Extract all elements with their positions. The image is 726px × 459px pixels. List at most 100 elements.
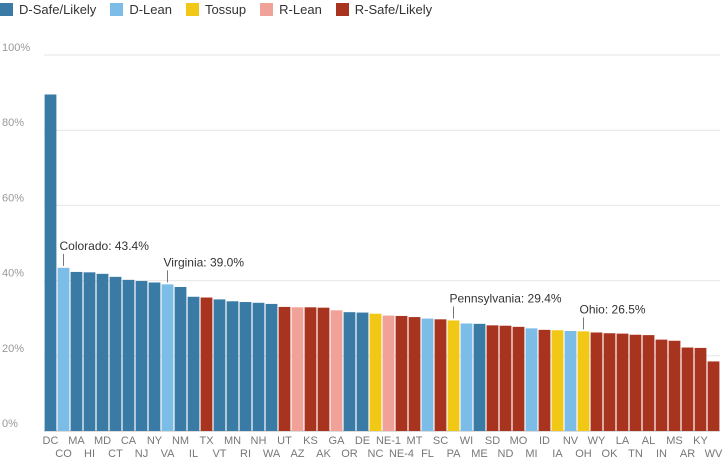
bar-mt [408,317,421,431]
legend-swatch [335,2,349,16]
x-tick-label: MD [94,435,111,447]
bar-ut [278,306,291,431]
x-tick-label: OH [575,448,592,459]
y-tick-label: 0% [2,418,18,430]
bar-nj [135,280,148,431]
x-tick-label: VA [161,448,176,459]
x-tick-label: ID [539,435,550,447]
x-tick-label: OK [602,448,619,459]
x-tick-label: IL [189,448,198,459]
annotation-label: Ohio: 26.5% [580,302,646,316]
x-tick-label: NC [368,448,384,459]
y-tick-label: 60% [2,192,24,204]
bar-ak [317,307,330,431]
bar-la [616,333,629,431]
x-tick-label: MS [666,435,683,447]
bar-ne-1 [382,315,395,431]
x-tick-label: IA [552,448,563,459]
annotation-label: Colorado: 43.4% [60,239,150,253]
x-tick-label: UT [277,435,292,447]
x-tick-label: SD [485,435,500,447]
bar-nv [564,330,577,431]
legend-item: R-Lean [260,2,322,17]
legend-swatch [0,2,13,16]
x-tick-label: MO [510,435,528,447]
bar-vt [213,299,226,431]
bar-ny [148,282,161,431]
x-tick-label: WI [460,435,473,447]
bar-mo [512,326,525,431]
bar-nm [174,286,187,431]
legend-label: R-Lean [279,1,322,17]
legend-label: Tossup [204,1,247,17]
x-tick-label: MA [68,435,85,447]
x-tick-label: NV [563,435,579,447]
legend-swatch [260,2,274,16]
annotation-label: Pennsylvania: 29.4% [450,291,562,305]
x-tick-label: NH [251,435,267,447]
legend-item: D-Lean [110,2,172,17]
bar-ia [551,330,564,431]
bar-ma [70,271,83,431]
legend: D-Safe/Likely D-Lean Tossup R-Lean R-Safe/Li… [0,0,446,18]
bar-ks [304,307,317,431]
x-tick-label: NJ [135,448,148,459]
x-tick-label: MT [407,435,423,447]
bar-ne-4 [395,315,408,431]
y-tick-label: 20% [2,343,24,355]
x-tick-label: AL [642,435,655,447]
x-tick-label: FL [421,448,434,459]
x-tick-label: DC [43,435,59,447]
bar-wy [590,332,603,431]
bar-nh [252,302,265,431]
bar-wa [265,303,278,431]
bar-ga [330,310,343,431]
bar-il [187,296,200,431]
bar-nd [499,325,512,431]
x-tick-label: KS [303,435,318,447]
x-tick-label: NY [147,435,163,447]
y-tick-label: 80% [2,117,24,129]
legend-swatch [185,2,199,16]
bar-ca [122,279,135,431]
legend-label: D-Safe/Likely [19,1,97,17]
legend-item: R-Safe/Likely [335,2,432,17]
bar-ky [694,347,707,431]
x-tick-label: HI [84,448,95,459]
x-tick-label: WY [588,435,606,447]
x-tick-label: NE-1 [376,435,401,447]
bar-dc [44,94,57,431]
x-tick-label: PA [447,448,462,459]
bar-or [343,312,356,431]
bar-me [473,323,486,431]
bar-mi [525,328,538,431]
legend-item: Tossup [185,1,247,17]
x-tick-label: NE-4 [389,448,414,459]
x-tick-label: WV [705,448,723,459]
x-tick-label: IN [656,448,667,459]
bar-ok [603,333,616,431]
y-tick-label: 100% [2,42,30,54]
bar-ct [109,276,122,431]
legend-label: D-Lean [129,1,172,17]
x-tick-label: ND [498,448,514,459]
bar-pa [447,320,460,431]
x-tick-label: OR [341,448,358,459]
bar-mn [226,301,239,431]
x-tick-label: DE [355,435,370,447]
bar-ar [681,347,694,431]
bar-wv [707,361,720,431]
bar-sc [434,319,447,431]
x-tick-label: KY [693,435,708,447]
bar-sd [486,325,499,431]
bar-nc [369,313,382,431]
x-tick-label: VT [212,448,226,459]
bar-hi [83,272,96,431]
x-tick-label: WA [263,448,281,459]
x-tick-label: AR [680,448,695,459]
bar-md [96,273,109,431]
x-tick-label: TN [628,448,643,459]
bar-ri [239,302,252,431]
bar-va [161,284,174,431]
y-tick-label: 40% [2,268,24,280]
